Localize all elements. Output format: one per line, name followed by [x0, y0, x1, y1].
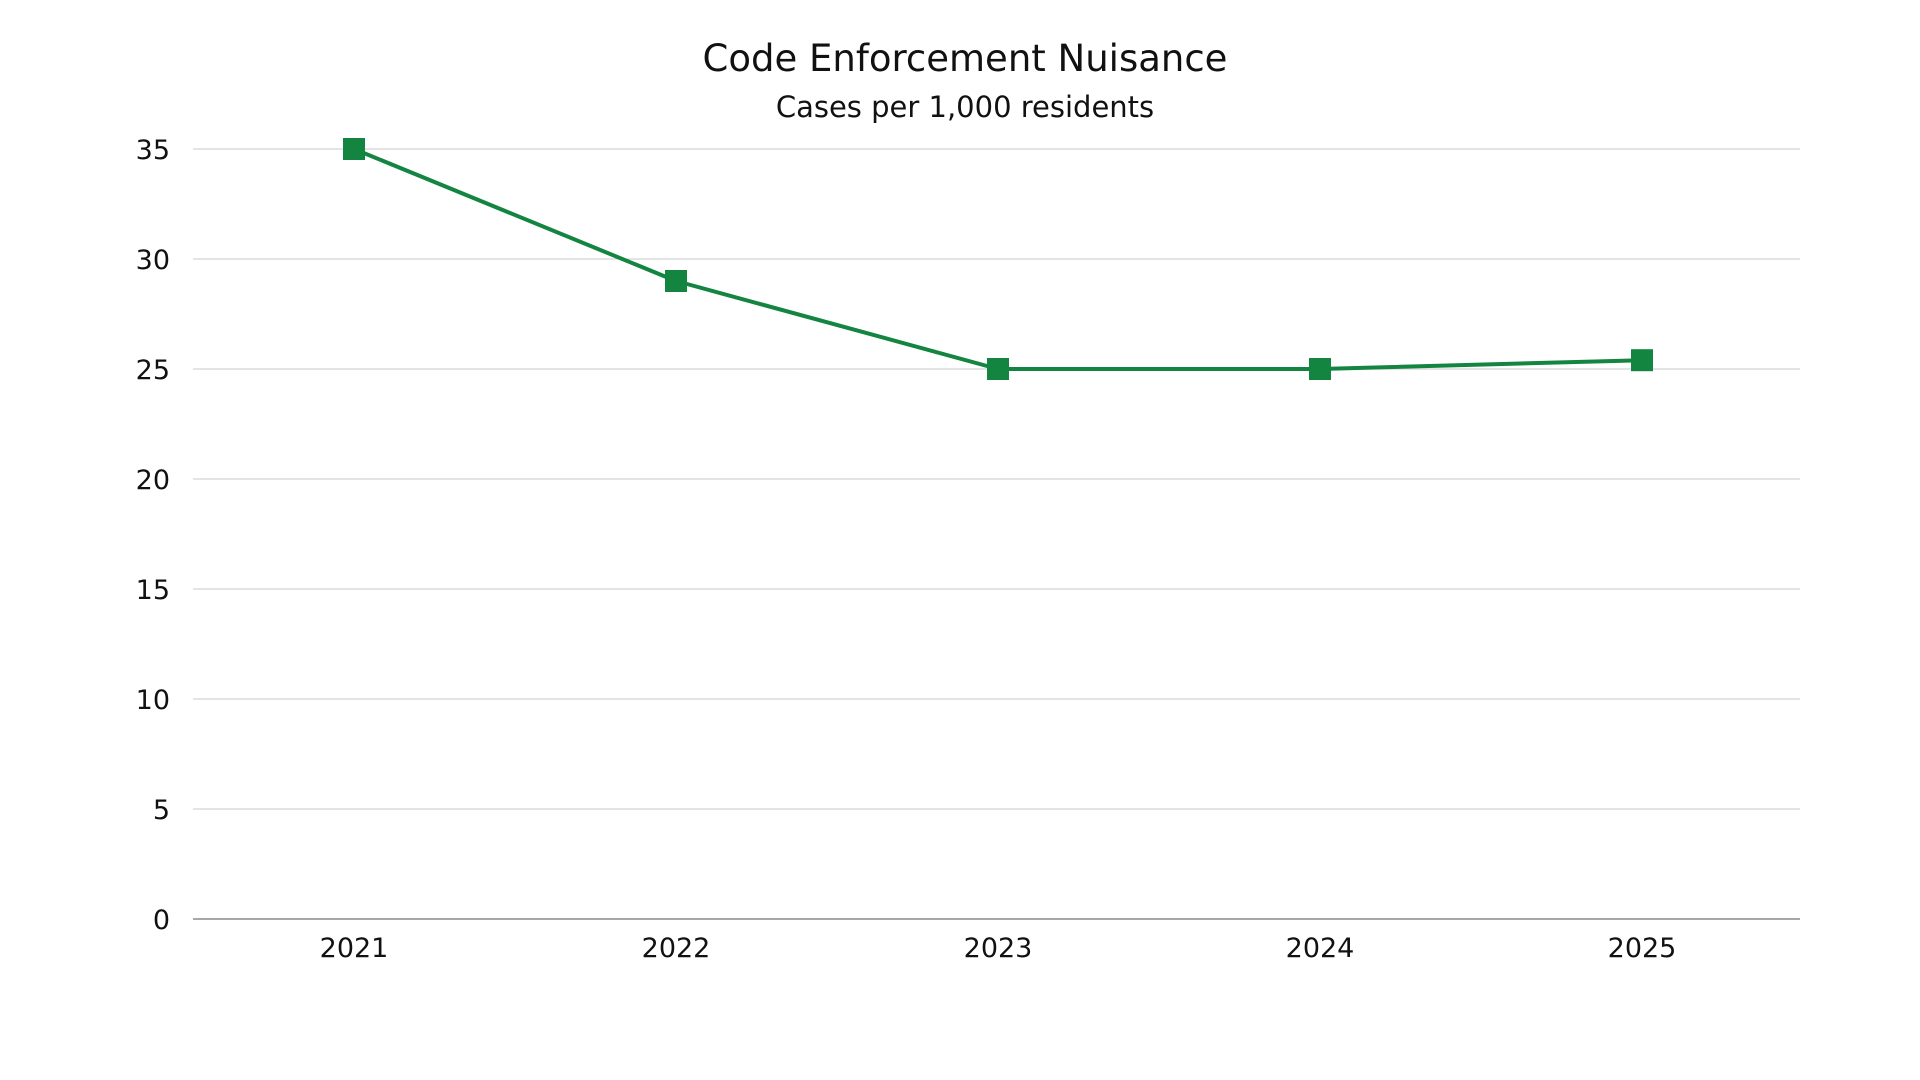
y-tick-label: 30 [136, 245, 170, 276]
chart-subtitle: Cases per 1,000 residents [776, 90, 1154, 124]
gridlines [193, 148, 1800, 810]
x-tick-label: 2023 [964, 933, 1033, 964]
y-axis-ticks: 0 5 10 15 20 25 30 35 [136, 135, 170, 936]
y-tick-label: 10 [136, 685, 170, 716]
y-tick-label: 5 [153, 795, 170, 826]
x-tick-label: 2024 [1286, 933, 1355, 964]
data-point-2023 [987, 358, 1009, 380]
x-tick-label: 2022 [642, 933, 711, 964]
y-tick-label: 25 [136, 355, 170, 386]
x-axis-ticks: 2021 2022 2023 2024 2025 [320, 933, 1677, 964]
data-point-2021 [343, 138, 365, 160]
data-point-2022 [665, 270, 687, 292]
x-tick-label: 2025 [1608, 933, 1677, 964]
data-point-2024 [1309, 358, 1331, 380]
x-tick-label: 2021 [320, 933, 389, 964]
y-tick-label: 35 [136, 135, 170, 166]
y-tick-label: 0 [153, 905, 170, 936]
y-tick-label: 15 [136, 575, 170, 606]
data-point-2025 [1631, 349, 1653, 372]
chart-title: Code Enforcement Nuisance [703, 37, 1228, 80]
series [343, 138, 1653, 380]
y-tick-label: 20 [136, 465, 170, 496]
